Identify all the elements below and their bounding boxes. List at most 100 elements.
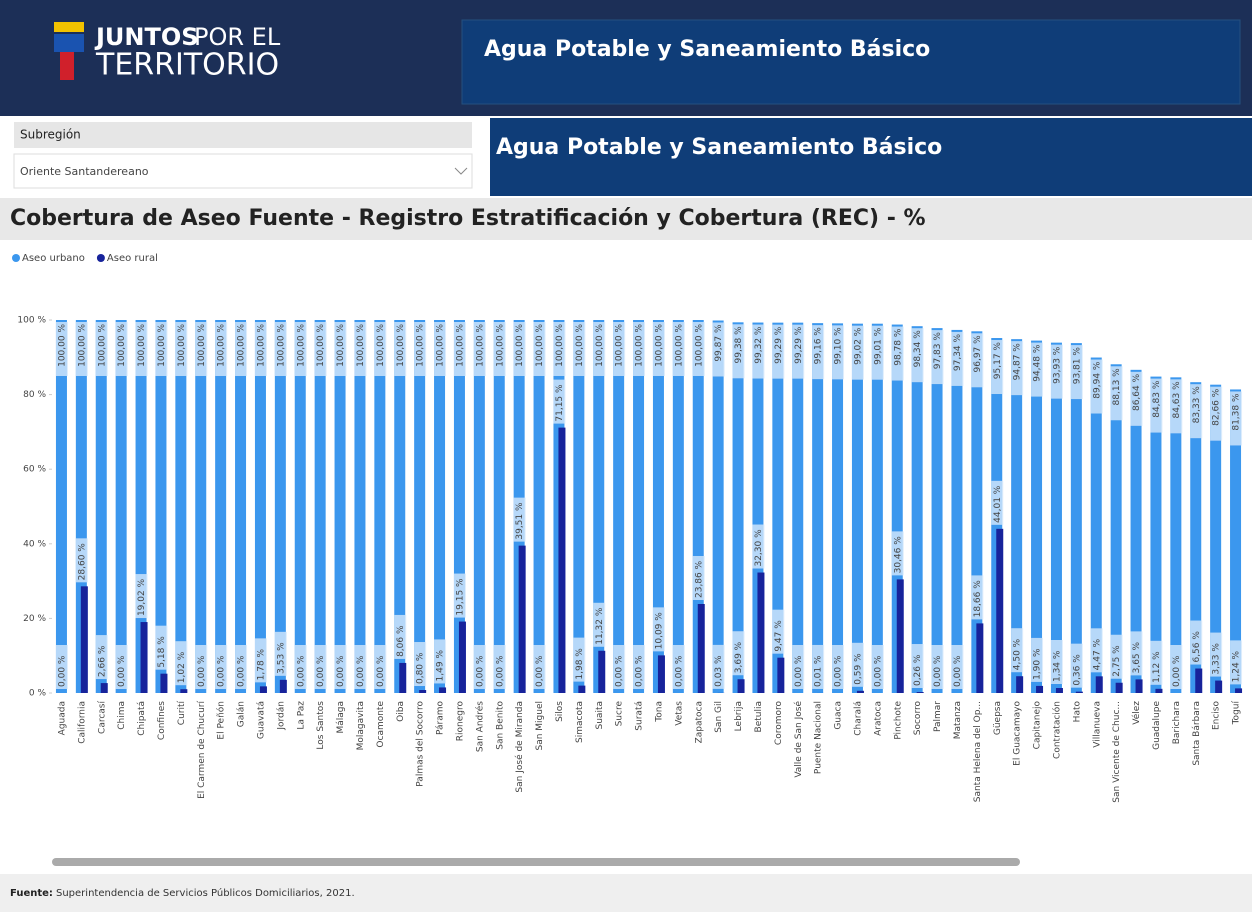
bar xyxy=(101,683,108,693)
value-label: 100,00 % xyxy=(635,324,645,367)
bar xyxy=(698,604,705,693)
x-tick-label: Güepsa xyxy=(993,701,1003,735)
bar xyxy=(519,546,526,693)
value-label: 0,00 % xyxy=(495,655,505,687)
value-label: 28,60 % xyxy=(77,543,87,581)
x-tick-label: Rionegro xyxy=(455,701,465,742)
x-tick-label: Charalá xyxy=(853,701,863,736)
value-label: 0,00 % xyxy=(475,655,485,687)
value-label: 94,48 % xyxy=(1033,344,1043,382)
value-label: 93,93 % xyxy=(1052,346,1062,384)
footer-label: Fuente: xyxy=(10,888,53,899)
value-label: 23,86 % xyxy=(694,560,704,598)
x-tick-label: Contratación xyxy=(1051,701,1062,759)
value-label: 0,00 % xyxy=(57,655,67,687)
x-tick-label: Carcasí xyxy=(97,701,107,734)
x-tick-label: Socorro xyxy=(913,701,923,736)
bar xyxy=(1235,688,1242,693)
value-label: 100,00 % xyxy=(694,324,704,367)
value-label: 98,78 % xyxy=(893,328,903,366)
bar xyxy=(558,428,565,693)
x-tick-label: Chipatá xyxy=(137,701,147,736)
x-tick-label: Tona xyxy=(654,701,664,723)
y-tick-label: 20 % xyxy=(23,614,46,624)
value-label: 100,00 % xyxy=(376,324,386,367)
bar xyxy=(439,687,446,693)
value-label: 44,01 % xyxy=(993,485,1003,523)
value-label: 96,97 % xyxy=(973,335,983,373)
bar xyxy=(180,689,187,693)
x-tick-label: El Carmen de Chucurí xyxy=(197,701,207,799)
y-tick-label: 60 % xyxy=(23,465,46,475)
value-label: 0,00 % xyxy=(873,655,883,687)
x-tick-label: Curití xyxy=(177,701,187,726)
value-label: 1,12 % xyxy=(1152,651,1162,683)
value-label: 0,00 % xyxy=(1172,655,1182,687)
value-label: 1,24 % xyxy=(1232,650,1242,682)
value-label: 0,00 % xyxy=(376,655,386,687)
bar xyxy=(996,529,1003,693)
value-label: 82,66 % xyxy=(1212,388,1222,426)
value-label: 10,09 % xyxy=(654,612,664,650)
bar xyxy=(160,674,167,693)
legend-label: Aseo urbano xyxy=(22,253,85,264)
value-label: 30,46 % xyxy=(893,536,903,574)
value-label: 99,87 % xyxy=(714,324,724,362)
value-label: 100,00 % xyxy=(515,324,525,367)
x-tick-label: California xyxy=(77,701,87,744)
value-label: 3,69 % xyxy=(734,641,744,673)
value-label: 86,64 % xyxy=(1132,373,1142,411)
x-tick-label: Aguada xyxy=(57,701,67,735)
value-label: 3,65 % xyxy=(1132,641,1142,673)
x-tick-label: Valle de San José xyxy=(793,701,804,778)
value-label: 0,00 % xyxy=(117,655,127,687)
value-label: 11,32 % xyxy=(595,607,605,645)
x-tick-label: Villanueva xyxy=(1092,701,1102,748)
value-label: 100,00 % xyxy=(157,324,167,367)
bar xyxy=(738,679,745,693)
value-label: 4,50 % xyxy=(1013,638,1023,670)
banner-title: Agua Potable y Saneamiento Básico xyxy=(496,135,942,160)
x-tick-label: Santa Helena del Op... xyxy=(973,701,983,802)
legend-swatch xyxy=(97,254,105,262)
value-label: 0,00 % xyxy=(953,655,963,687)
value-label: 100,00 % xyxy=(535,324,545,367)
value-label: 100,00 % xyxy=(256,324,266,367)
bar xyxy=(777,658,784,693)
value-label: 99,02 % xyxy=(853,327,863,365)
bar xyxy=(1056,688,1063,693)
value-label: 100,00 % xyxy=(97,324,107,367)
filter-label-bg[interactable] xyxy=(14,122,472,148)
bar xyxy=(598,651,605,693)
footer-text: Superintendencia de Servicios Públicos D… xyxy=(56,887,355,899)
value-label: 100,00 % xyxy=(217,324,227,367)
x-tick-label: Simacota xyxy=(575,701,585,743)
value-label: 0,36 % xyxy=(1072,654,1082,686)
bar xyxy=(419,690,426,693)
value-label: 99,29 % xyxy=(774,326,784,364)
scrollbar[interactable] xyxy=(52,858,1020,866)
value-label: 100,00 % xyxy=(57,324,67,367)
bar xyxy=(1016,676,1023,693)
x-tick-label: Aratoca xyxy=(873,701,883,736)
value-label: 0,26 % xyxy=(913,654,923,686)
value-label: 0,00 % xyxy=(834,655,844,687)
x-tick-label: Guavatá xyxy=(256,701,266,739)
value-label: 0,00 % xyxy=(237,655,247,687)
filter-label: Subregión xyxy=(20,128,81,142)
x-tick-label: Guadalupe xyxy=(1152,701,1162,750)
x-tick-label: Toguí xyxy=(1232,701,1242,726)
bar xyxy=(857,691,864,693)
value-label: 100,00 % xyxy=(436,324,446,367)
value-label: 5,18 % xyxy=(157,636,167,668)
value-label: 0,00 % xyxy=(933,655,943,687)
x-tick-label: Suaita xyxy=(595,701,605,729)
x-tick-label: Betulia xyxy=(754,701,764,732)
x-tick-label: Suratá xyxy=(635,701,645,731)
bar xyxy=(1215,681,1222,693)
value-label: 100,00 % xyxy=(475,324,485,367)
filter-value: Oriente Santandereano xyxy=(20,165,149,178)
value-label: 3,33 % xyxy=(1212,643,1222,675)
bar xyxy=(917,692,924,693)
bar xyxy=(1195,669,1202,693)
